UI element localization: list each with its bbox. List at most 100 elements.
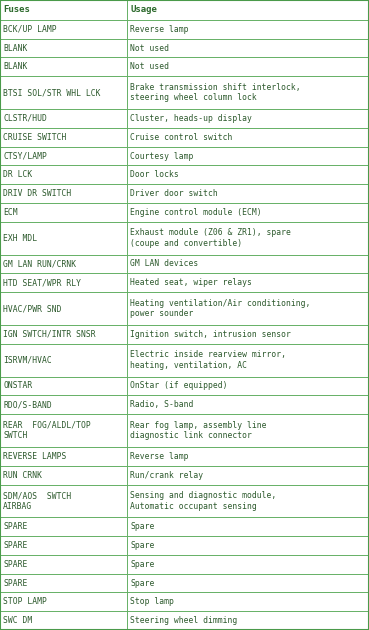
Text: Brake transmission shift interlock,
steering wheel column lock: Brake transmission shift interlock, stee… (130, 83, 301, 103)
Bar (127, 447, 369, 466)
Bar (127, 517, 369, 536)
Bar (127, 76, 369, 109)
Bar (0, 222, 127, 255)
Bar (0, 377, 127, 396)
Bar (0, 396, 127, 414)
Text: SDM/AOS  SWTCH
AIRBAG: SDM/AOS SWTCH AIRBAG (3, 491, 71, 511)
Bar (0, 344, 127, 377)
Bar (127, 166, 369, 184)
Bar (0, 414, 127, 447)
Text: ECM: ECM (3, 208, 18, 217)
Text: CTSY/LAMP: CTSY/LAMP (3, 152, 47, 161)
Text: Heated seat, wiper relays: Heated seat, wiper relays (130, 278, 252, 287)
Bar (0, 20, 127, 38)
Text: CLSTR/HUD: CLSTR/HUD (3, 114, 47, 123)
Text: GM LAN devices: GM LAN devices (130, 260, 199, 268)
Bar (0, 109, 127, 128)
Text: Spare: Spare (130, 541, 155, 550)
Bar (0, 555, 127, 574)
Text: REAR  FOG/ALDL/TOP
SWTCH: REAR FOG/ALDL/TOP SWTCH (3, 421, 91, 440)
Bar (127, 0, 369, 20)
Text: Spare: Spare (130, 560, 155, 569)
Bar (0, 466, 127, 484)
Bar (0, 574, 127, 592)
Text: DR LCK: DR LCK (3, 170, 32, 180)
Text: Radio, S-band: Radio, S-band (130, 400, 194, 410)
Bar (127, 344, 369, 377)
Bar (0, 166, 127, 184)
Text: Fuses: Fuses (3, 6, 30, 14)
Text: OnStar (if equipped): OnStar (if equipped) (130, 382, 228, 391)
Text: Reverse lamp: Reverse lamp (130, 25, 189, 34)
Text: Ignition switch, intrusion sensor: Ignition switch, intrusion sensor (130, 330, 291, 339)
Text: BLANK: BLANK (3, 43, 27, 52)
Bar (0, 592, 127, 611)
Text: ONSTAR: ONSTAR (3, 382, 32, 391)
Text: Spare: Spare (130, 522, 155, 531)
Text: CRUISE SWITCH: CRUISE SWITCH (3, 133, 66, 142)
Bar (127, 203, 369, 222)
Bar (0, 128, 127, 147)
Text: Driver door switch: Driver door switch (130, 189, 218, 198)
Text: Steering wheel dimming: Steering wheel dimming (130, 616, 238, 625)
Text: Run/crank relay: Run/crank relay (130, 471, 203, 479)
Bar (0, 611, 127, 630)
Text: HTD SEAT/WPR RLY: HTD SEAT/WPR RLY (3, 278, 81, 287)
Text: Heating ventilation/Air conditioning,
power sounder: Heating ventilation/Air conditioning, po… (130, 299, 311, 318)
Bar (127, 222, 369, 255)
Bar (127, 57, 369, 76)
Bar (0, 0, 127, 20)
Bar (127, 147, 369, 166)
Text: ISRVM/HVAC: ISRVM/HVAC (3, 356, 52, 365)
Text: REVERSE LAMPS: REVERSE LAMPS (3, 452, 66, 461)
Bar (0, 184, 127, 203)
Bar (127, 555, 369, 574)
Bar (0, 484, 127, 517)
Bar (127, 574, 369, 592)
Bar (0, 447, 127, 466)
Text: Sensing and diagnostic module,
Automatic occupant sensing: Sensing and diagnostic module, Automatic… (130, 491, 276, 511)
Text: GM LAN RUN/CRNK: GM LAN RUN/CRNK (3, 260, 76, 268)
Bar (127, 536, 369, 555)
Bar (0, 203, 127, 222)
Text: Door locks: Door locks (130, 170, 179, 180)
Text: STOP LAMP: STOP LAMP (3, 597, 47, 606)
Text: BLANK: BLANK (3, 62, 27, 71)
Text: RDO/S-BAND: RDO/S-BAND (3, 400, 52, 410)
Bar (127, 592, 369, 611)
Bar (127, 466, 369, 484)
Bar (0, 536, 127, 555)
Text: SWC DM: SWC DM (3, 616, 32, 625)
Text: BCK/UP LAMP: BCK/UP LAMP (3, 25, 56, 34)
Bar (127, 20, 369, 38)
Bar (0, 273, 127, 292)
Text: Not used: Not used (130, 43, 169, 52)
Bar (0, 517, 127, 536)
Text: Usage: Usage (130, 6, 157, 14)
Text: SPARE: SPARE (3, 541, 27, 550)
Text: Courtesy lamp: Courtesy lamp (130, 152, 194, 161)
Text: SPARE: SPARE (3, 522, 27, 531)
Bar (127, 184, 369, 203)
Bar (127, 128, 369, 147)
Text: Reverse lamp: Reverse lamp (130, 452, 189, 461)
Text: RUN CRNK: RUN CRNK (3, 471, 42, 479)
Bar (127, 377, 369, 396)
Bar (127, 611, 369, 630)
Text: IGN SWTCH/INTR SNSR: IGN SWTCH/INTR SNSR (3, 330, 96, 339)
Text: SPARE: SPARE (3, 560, 27, 569)
Bar (127, 325, 369, 344)
Bar (127, 292, 369, 325)
Bar (0, 57, 127, 76)
Bar (0, 147, 127, 166)
Bar (127, 414, 369, 447)
Bar (0, 38, 127, 57)
Text: Spare: Spare (130, 578, 155, 588)
Text: Not used: Not used (130, 62, 169, 71)
Bar (127, 255, 369, 273)
Text: BTSI SOL/STR WHL LCK: BTSI SOL/STR WHL LCK (3, 88, 100, 97)
Text: Engine control module (ECM): Engine control module (ECM) (130, 208, 262, 217)
Text: EXH MDL: EXH MDL (3, 234, 37, 243)
Text: DRIV DR SWITCH: DRIV DR SWITCH (3, 189, 71, 198)
Text: Electric inside rearview mirror,
heating, ventilation, AC: Electric inside rearview mirror, heating… (130, 350, 286, 370)
